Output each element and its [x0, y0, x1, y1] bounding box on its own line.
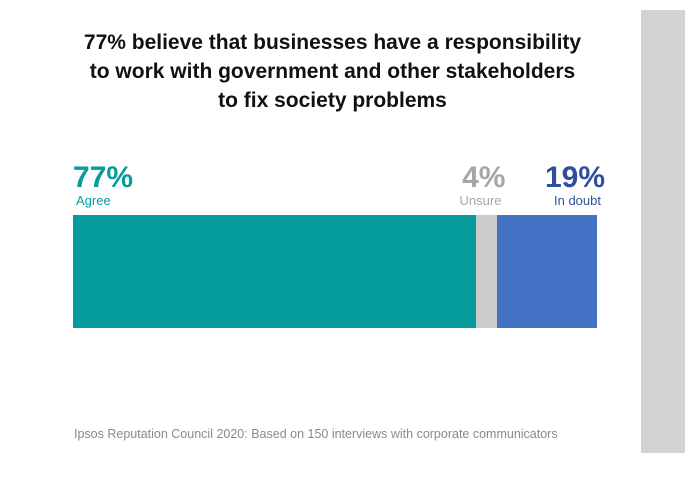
agree-bar-segment [73, 215, 477, 328]
in-doubt-bar-segment [497, 215, 597, 328]
in-doubt-category-label: In doubt [554, 193, 601, 208]
agree-category-label: Agree [76, 193, 111, 208]
unsure-bar-segment [476, 215, 498, 328]
unsure-category-label: Unsure [459, 193, 502, 208]
chart-title: 77% believe that businesses have a respo… [40, 28, 625, 115]
unsure-value-label: 4% [462, 161, 506, 194]
in-doubt-value-label: 19% [544, 161, 605, 194]
source-note: Ipsos Reputation Council 2020: Based on … [74, 427, 558, 441]
agree-value-label: 77% [73, 161, 134, 194]
title-line-3: to fix society problems [218, 89, 447, 112]
title-line-2: to work with government and other stakeh… [89, 60, 576, 83]
title-line-1: 77% believe that businesses have a respo… [83, 31, 582, 54]
side-panel [641, 10, 685, 453]
